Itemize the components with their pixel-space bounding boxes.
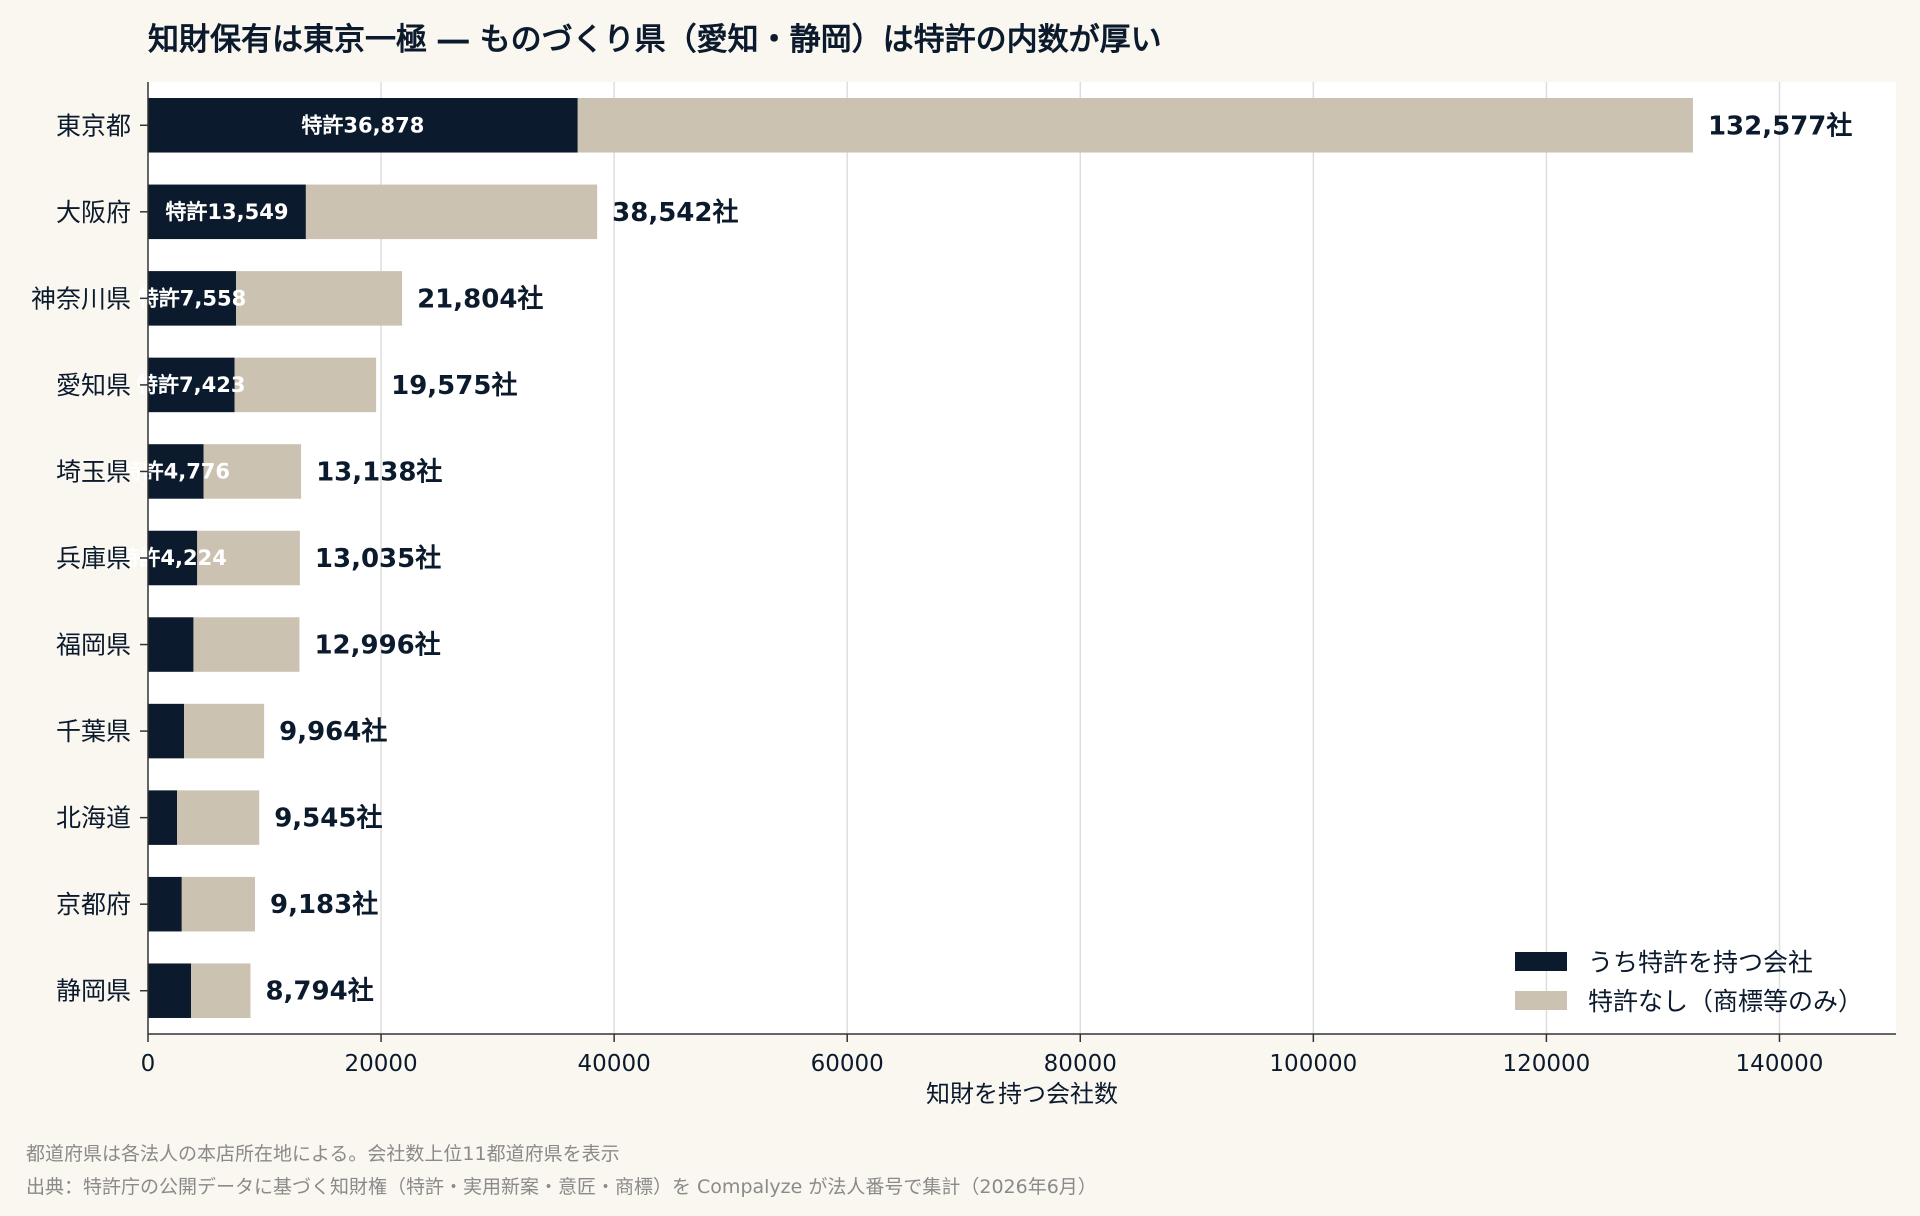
x-tick-label: 60000	[811, 1051, 884, 1077]
bar-inner-label: 特許7,423	[137, 373, 245, 397]
bar-patent-segment	[148, 98, 578, 153]
bar-patent-segment	[148, 703, 185, 759]
bar-no-patent-segment	[305, 184, 598, 240]
category-label: 東京都	[56, 111, 131, 140]
axes: 0 20000 40000 60000 80000 100000 120000 140000 東…	[31, 82, 1896, 1077]
category-label: 福岡県	[56, 631, 131, 660]
legend-label: うち特許を持つ会社	[1588, 948, 1813, 977]
category-label: 北海道	[56, 804, 131, 833]
x-tick-label: 100000	[1269, 1051, 1357, 1077]
bar-no-patent-segment	[203, 444, 302, 499]
bar-no-patent-segment	[177, 790, 260, 845]
bar-patent-segment	[148, 617, 194, 672]
x-tick-label: 140000	[1736, 1051, 1824, 1077]
bar-total-label: 9,545社	[274, 803, 382, 834]
chart-title: 知財保有は東京一極 ― ものづくり県（愛知・静岡）は特許の内数が厚い	[148, 22, 1162, 58]
bar-no-patent-segment	[193, 617, 300, 672]
category-label: 千葉県	[56, 717, 131, 746]
x-tick-label: 40000	[578, 1051, 651, 1077]
bar-patent-segment	[148, 184, 306, 240]
bar-no-patent-segment	[236, 271, 403, 326]
bar-inner-label: 特許36,878	[301, 113, 424, 137]
legend-swatch	[1515, 991, 1567, 1010]
bar-patent-segment	[148, 444, 204, 499]
bar-total-label: 13,035社	[315, 543, 441, 574]
bar-patent-segment	[148, 271, 237, 326]
bar-inner-label: 特許4,224	[118, 546, 226, 570]
footnote-note: 都道府県は各法人の本店所在地による。会社数上位11都道府県を表示	[26, 1143, 620, 1165]
bar-patent-segment	[148, 876, 182, 932]
category-label: 静岡県	[56, 977, 131, 1006]
bar-patent-segment	[148, 790, 178, 845]
bar-patent-segment	[148, 530, 198, 586]
category-label: 京都府	[56, 890, 131, 919]
category-label: 神奈川県	[31, 284, 131, 313]
bar-total-label: 13,138社	[316, 456, 442, 487]
bar-no-patent-segment	[191, 963, 251, 1018]
category-label: 埼玉県	[56, 457, 131, 486]
x-axis-label: 知財を持つ会社数	[926, 1080, 1118, 1108]
bar-total-label: 132,577社	[1708, 110, 1852, 141]
legend-label: 特許なし（商標等のみ）	[1588, 987, 1863, 1016]
bar-no-patent-segment	[577, 98, 1693, 153]
bar-total-label: 8,794社	[265, 976, 373, 1007]
bar-patent-segment	[148, 963, 192, 1018]
bar-no-patent-segment	[184, 703, 265, 759]
bar-no-patent-segment	[197, 530, 300, 586]
category-label: 兵庫県	[56, 544, 131, 573]
bar-inner-label: 特許7,558	[138, 286, 246, 310]
x-tick-label: 0	[141, 1051, 156, 1077]
bar-total-label: 19,575社	[391, 370, 517, 401]
bar-no-patent-segment	[181, 876, 256, 932]
footnote-source: 出典：特許庁の公開データに基づく知財権（特許・実用新案・意匠・商標）を Comp…	[26, 1176, 1097, 1198]
bar-total-label: 38,542社	[612, 197, 738, 228]
bar-total-label: 12,996社	[314, 630, 440, 661]
bar-no-patent-segment	[234, 357, 377, 413]
category-label: 大阪府	[56, 198, 131, 227]
legend-swatch	[1515, 952, 1567, 971]
grid-lines	[380, 82, 1781, 1034]
x-tick-label: 20000	[344, 1051, 417, 1077]
bar-patent-segment	[148, 357, 235, 413]
plot-area	[148, 82, 1896, 1034]
bar-total-label: 9,183社	[270, 889, 378, 920]
bar-inner-label: 特許13,549	[165, 200, 288, 224]
x-tick-label: 80000	[1044, 1051, 1117, 1077]
bar-total-label: 9,964社	[279, 716, 387, 747]
x-tick-label: 120000	[1502, 1051, 1590, 1077]
bar-total-label: 21,804社	[417, 283, 543, 314]
bar-inner-label: 特許4,776	[122, 459, 230, 483]
category-label: 愛知県	[56, 371, 131, 400]
